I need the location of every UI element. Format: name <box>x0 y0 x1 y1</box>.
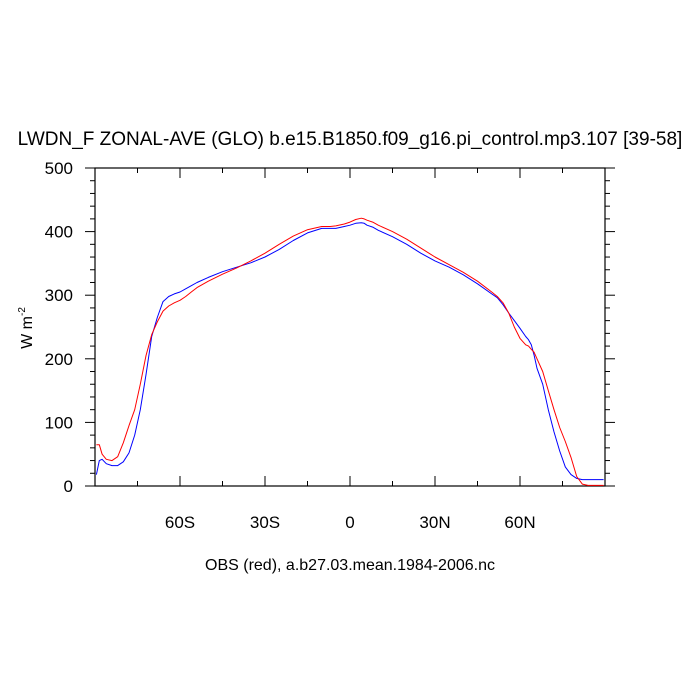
series-line-model <box>95 222 604 481</box>
series-line-obs <box>96 217 604 486</box>
y-tick-label: 0 <box>64 477 73 496</box>
y-tick-label: 300 <box>45 286 73 305</box>
chart-title: LWDN_F ZONAL-AVE (GLO) b.e15.B1850.f09_g… <box>18 129 683 150</box>
series-lines <box>95 217 604 486</box>
tick-labels: 60S 30S 0 30N 60N 0 100 200 300 400 500 <box>45 159 536 532</box>
y-tick-label: 400 <box>45 223 73 242</box>
x-axis-label: OBS (red), a.b27.03.mean.1984-2006.nc <box>205 557 495 574</box>
x-tick-label: 60N <box>504 513 535 532</box>
y-tick-label: 200 <box>45 350 73 369</box>
x-tick-label: 60S <box>165 513 195 532</box>
x-tick-label: 30N <box>419 513 450 532</box>
plot-frame <box>94 167 606 487</box>
y-axis-label-exponent: -2 <box>17 307 28 316</box>
axis-ticks <box>85 167 615 487</box>
x-tick-label: 0 <box>345 513 354 532</box>
y-tick-label: 500 <box>45 159 73 178</box>
x-tick-label: 30S <box>250 513 280 532</box>
y-tick-label: 100 <box>45 413 73 432</box>
y-axis-label: W m-2 <box>17 307 36 349</box>
